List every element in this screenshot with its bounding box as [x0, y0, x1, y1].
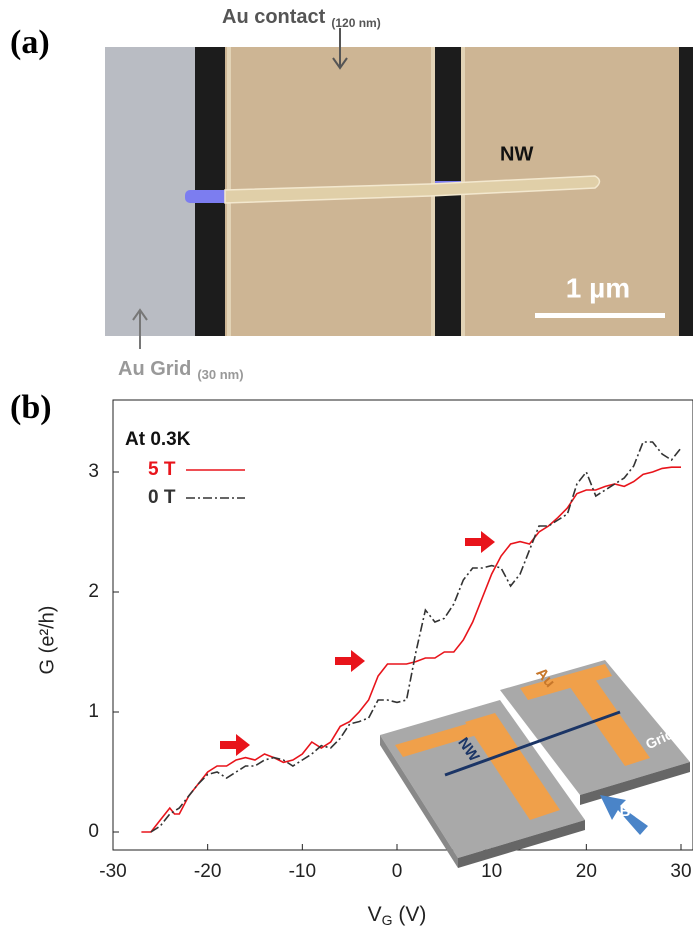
x-tick-label: 10 — [481, 861, 502, 882]
grid-label: Au Grid (30 nm) — [118, 358, 244, 382]
x-tick-label: 20 — [576, 861, 597, 882]
grid-label-main: Au Grid — [118, 358, 191, 380]
y-tick-label: 2 — [88, 581, 99, 602]
contact-label-main: Au contact — [222, 6, 326, 28]
x-axis-label-main: V — [368, 903, 382, 926]
x-tick-label: 30 — [670, 861, 691, 882]
legend-label: 5 T — [148, 459, 176, 480]
x-tick-label: -20 — [194, 861, 221, 882]
y-tick-label: 1 — [88, 701, 99, 722]
y-tick-label: 3 — [88, 461, 99, 482]
x-axis-label-sub: G — [382, 912, 393, 928]
y-axis-label: G (e²/h) — [36, 606, 58, 675]
contact-label: Au contact (120 nm) — [222, 6, 381, 30]
scale-label: 1 µm — [566, 272, 630, 303]
wire-label: NW — [500, 143, 533, 165]
x-tick-label: -30 — [99, 861, 126, 882]
inset-field-label: B — [620, 803, 631, 820]
figure: (a) Au contact (120 nm) NW 1 µm Au Grid (3… — [0, 0, 693, 941]
x-tick-label: 0 — [392, 861, 403, 882]
contact-label-sub: (120 nm) — [331, 16, 380, 30]
x-axis-label: VG (V) — [368, 903, 427, 928]
x-axis-label-rest: (V) — [393, 903, 427, 926]
chart: -30 -20 -10 0 10 20 30 0 1 2 3 5 T 0 T — [88, 400, 693, 882]
x-tick-label: -10 — [289, 861, 316, 882]
grid-label-sub: (30 nm) — [197, 367, 243, 382]
y-tick-label: 0 — [88, 821, 99, 842]
inset-schematic — [380, 660, 690, 868]
panel-label: (b) — [10, 389, 52, 426]
legend-title: At 0.3K — [125, 429, 191, 450]
panel-label: (a) — [10, 24, 50, 61]
legend-label: 0 T — [148, 487, 176, 508]
